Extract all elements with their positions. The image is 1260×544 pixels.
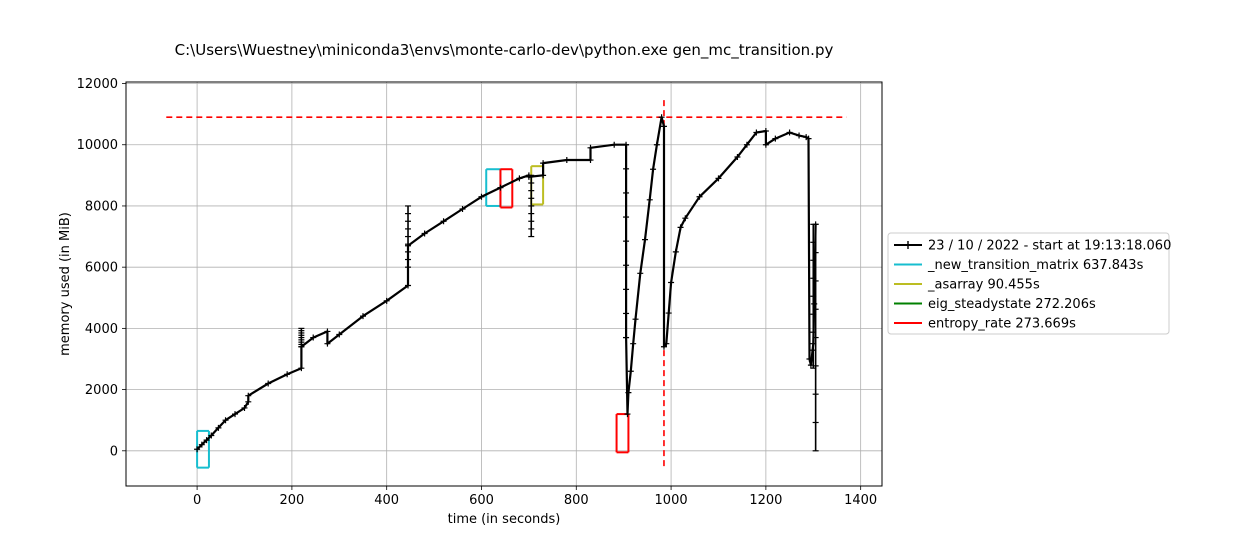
memory-point <box>677 224 684 231</box>
memory-point <box>284 371 291 378</box>
memory-series-line <box>196 116 817 451</box>
y-tick-label: 2000 <box>85 383 118 398</box>
memory-point <box>611 141 618 148</box>
chart-title: C:\Users\Wuestney\miniconda3\envs\monte-… <box>175 41 834 60</box>
y-tick-label: 8000 <box>85 199 118 214</box>
memory-point <box>806 355 813 362</box>
memory-point <box>658 114 665 121</box>
memory-point <box>796 132 803 139</box>
memory-point <box>627 368 634 375</box>
memory-point <box>743 141 750 148</box>
memory-point <box>753 129 760 136</box>
memory-point <box>632 316 639 323</box>
memory-point <box>540 172 547 179</box>
memory-point <box>310 334 317 341</box>
x-tick-label: 200 <box>279 493 304 508</box>
reference-lines <box>166 98 847 467</box>
y-tick-label: 4000 <box>85 322 118 337</box>
memory-point <box>421 230 428 237</box>
memory-point <box>805 135 812 142</box>
x-tick-label: 1000 <box>655 493 688 508</box>
memory-point <box>587 157 594 164</box>
memory-point <box>324 340 331 347</box>
legend: 23 / 10 / 2022 - start at 19:13:18.060 _n… <box>887 232 1171 335</box>
y-tick-label: 6000 <box>85 261 118 276</box>
legend-label: entropy_rate 273.669s <box>928 317 1076 332</box>
memory-point <box>653 141 660 148</box>
memory-point <box>630 340 637 347</box>
y-tick-label: 10000 <box>77 138 118 153</box>
memory-point <box>772 135 779 142</box>
x-tick-label: 1200 <box>749 493 782 508</box>
x-tick-label: 600 <box>469 493 494 508</box>
memory-point <box>245 398 252 405</box>
memory-point <box>194 446 201 453</box>
memory-point <box>497 184 504 191</box>
memory-point <box>650 166 657 173</box>
legend-label: eig_steadystate 272.206s <box>928 297 1096 312</box>
legend-marker <box>904 241 912 249</box>
memory-point <box>637 270 644 277</box>
memory-point <box>516 175 523 182</box>
function-intervals <box>196 165 630 469</box>
legend-label: _asarray 90.455s <box>927 278 1040 293</box>
memory-point <box>665 310 672 317</box>
memory-point <box>762 127 769 134</box>
memory-point <box>786 129 793 136</box>
memory-point <box>624 411 631 418</box>
memory-point <box>198 441 205 448</box>
x-tick-label: 1400 <box>844 493 877 508</box>
memory-point <box>734 153 741 160</box>
memory-point <box>663 340 670 347</box>
memory-point <box>668 279 675 286</box>
memory-point <box>245 392 252 399</box>
memory-point <box>540 160 547 167</box>
memory-point <box>563 157 570 164</box>
memory-point <box>208 432 215 439</box>
memory-point <box>625 389 632 396</box>
memory-point <box>383 297 390 304</box>
memory-point <box>440 218 447 225</box>
memory-point <box>203 437 210 444</box>
memory-point <box>646 196 653 203</box>
y-tick-label: 0 <box>110 444 118 459</box>
memory-point <box>642 236 649 243</box>
axis-ticks: 0 200 400 600 800 1000 1200 1400 0 2000 4000 6000 80… <box>77 77 878 508</box>
x-tick-label: 400 <box>374 493 399 508</box>
memory-point <box>324 328 331 335</box>
memory-point <box>660 343 667 350</box>
memory-point <box>478 193 485 200</box>
memory-point <box>762 141 769 148</box>
memory-point <box>232 411 239 418</box>
memory-point <box>265 380 272 387</box>
memory-point <box>715 175 722 182</box>
memory-point <box>682 215 689 222</box>
x-tick-label: 800 <box>564 493 589 508</box>
plot-frame <box>125 81 883 487</box>
memory-point <box>359 313 366 320</box>
legend-label: _new_transition_matrix 637.843s <box>927 258 1144 273</box>
memory-point <box>587 144 594 151</box>
legend-label: 23 / 10 / 2022 - start at 19:13:18.060 <box>928 239 1171 254</box>
memory-point <box>405 282 412 289</box>
memory-point <box>215 424 222 431</box>
memory-point <box>660 123 667 130</box>
memory-point <box>696 193 703 200</box>
memory-point <box>222 417 229 424</box>
x-tick-label: 0 <box>193 493 201 508</box>
y-axis-label: memory used (in MiB) <box>58 212 73 356</box>
memory-point <box>241 404 248 411</box>
legend-box <box>887 232 1170 335</box>
memory-point <box>672 248 679 255</box>
memory-point <box>298 365 305 372</box>
memory-point <box>459 206 466 213</box>
memory-point <box>336 331 343 338</box>
memory-series <box>194 114 819 453</box>
x-axis-label: time (in seconds) <box>448 512 561 527</box>
y-tick-label: 12000 <box>77 77 118 92</box>
